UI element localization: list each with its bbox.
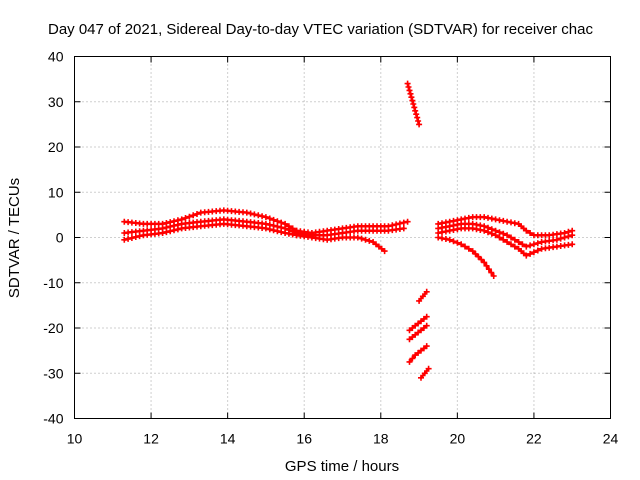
x-tick-label: 18 bbox=[373, 431, 389, 447]
series-points bbox=[418, 365, 432, 381]
series-points bbox=[416, 288, 430, 304]
series-track-6 bbox=[293, 218, 411, 236]
series-points bbox=[435, 214, 576, 239]
y-tick-label: 20 bbox=[48, 139, 64, 155]
series-track-3 bbox=[121, 220, 300, 243]
y-tick-label: -10 bbox=[43, 275, 63, 291]
series-points bbox=[435, 234, 497, 279]
series-points bbox=[406, 313, 430, 334]
y-tick-label: -40 bbox=[43, 411, 63, 427]
y-tick-label: 10 bbox=[48, 184, 64, 200]
series-track-1 bbox=[121, 207, 300, 234]
series-track-9 bbox=[406, 313, 430, 334]
series-track-7 bbox=[404, 80, 423, 128]
series-track-8 bbox=[416, 288, 430, 304]
series-track-14 bbox=[435, 220, 576, 250]
x-tick-label: 24 bbox=[603, 431, 619, 447]
x-tick-label: 14 bbox=[220, 431, 236, 447]
x-tick-label: 22 bbox=[526, 431, 542, 447]
series-line bbox=[436, 236, 495, 278]
x-tick-label: 20 bbox=[450, 431, 466, 447]
series-points bbox=[404, 80, 423, 128]
series-points bbox=[406, 343, 430, 365]
series-points bbox=[435, 225, 576, 259]
data-series-layer bbox=[121, 80, 576, 381]
chart-title: Day 047 of 2021, Sidereal Day-to-day VTE… bbox=[48, 21, 593, 38]
series-points bbox=[406, 322, 430, 343]
x-tick-label: 16 bbox=[296, 431, 312, 447]
series-track-11 bbox=[406, 343, 430, 365]
x-tick-label: 12 bbox=[143, 431, 159, 447]
series-track-16 bbox=[435, 234, 497, 279]
y-tick-label: 0 bbox=[56, 230, 64, 246]
x-axis-label: GPS time / hours bbox=[285, 458, 399, 475]
y-tick-label: -30 bbox=[43, 365, 63, 381]
series-points bbox=[121, 220, 300, 243]
series-track-12 bbox=[418, 365, 432, 381]
series-points bbox=[121, 207, 300, 234]
series-track-10 bbox=[406, 322, 430, 343]
series-track-15 bbox=[435, 225, 576, 259]
y-tick-label: 30 bbox=[48, 94, 64, 110]
series-track-13 bbox=[435, 214, 576, 239]
x-tick-label: 10 bbox=[67, 431, 83, 447]
series-points bbox=[435, 220, 576, 250]
series-points bbox=[293, 218, 411, 236]
y-tick-label: -20 bbox=[43, 320, 63, 336]
axis-ticks: 10 12 14 16 18 20 22 24 -40 -30 -20 -10 0 10 20 30 40 bbox=[43, 49, 618, 447]
y-axis-label: SDTVAR / TECUs bbox=[6, 178, 23, 298]
series-track-2 bbox=[121, 216, 300, 236]
y-tick-label: 40 bbox=[48, 49, 64, 65]
series-points bbox=[121, 216, 300, 236]
